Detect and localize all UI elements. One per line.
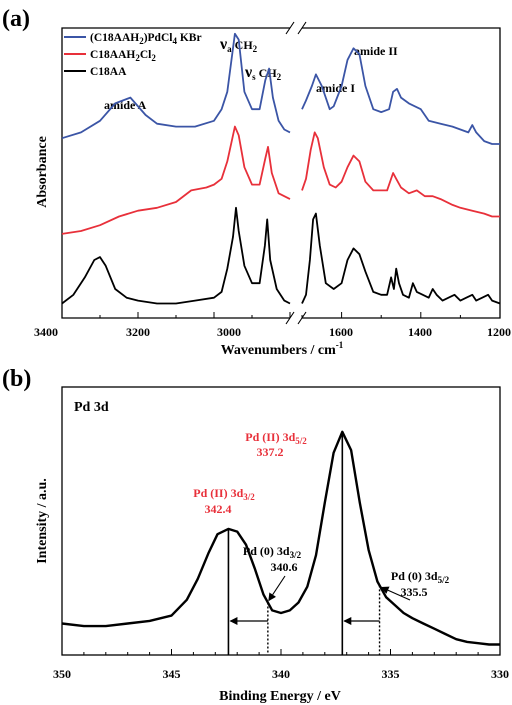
annotation-amide-a: amide A <box>104 98 147 112</box>
series-line-c18aah2cl2-left <box>61 125 291 235</box>
peak-label-pd2-5-2: Pd (II) 3d5/2 <box>245 430 307 446</box>
legend-label-cl2: C18AAH2Cl2 <box>90 49 156 63</box>
annotation-amide-2: amide II <box>354 44 398 58</box>
x-tick-label: 1400 <box>408 325 432 339</box>
series-line-c18aa-right <box>301 212 501 305</box>
series-line-pdcl4-kbr-right <box>301 47 500 145</box>
x-tick-label: 3400 <box>34 325 58 339</box>
peak-label-pd2-3-2: Pd (II) 3d3/2 <box>193 486 255 502</box>
legend-label-pdcl4: (C18AAH2)PdCl4 KBr <box>90 32 202 46</box>
panel-a-y-axis-label: Absorbance <box>35 136 50 208</box>
x-tick-label: 3200 <box>126 325 150 339</box>
peak-value-337-2: 337.2 <box>257 445 284 459</box>
annotation-va-ch2: νa CH2 <box>219 36 258 54</box>
x-tick-label: 340 <box>272 667 290 681</box>
annotation-vs-ch2: νs CH2 <box>244 64 282 82</box>
peak-label-pd0-3-2: Pd (0) 3d3/2 <box>243 544 302 560</box>
series-line-c18aa-left <box>61 206 291 305</box>
panel-b-x-axis-label: Binding Energy / eV <box>219 689 341 704</box>
series-line-pdcl4-kbr-left <box>61 32 291 140</box>
axis-break-marks <box>285 21 307 325</box>
panel-b-inset-title: Pd 3d <box>74 400 109 415</box>
panel-a-label: (a) <box>2 6 30 32</box>
annotation-amide-1: amide I <box>316 81 355 95</box>
legend-label-c18aa: C18AA <box>90 66 127 78</box>
panel-b-markers <box>227 431 411 655</box>
panel-a-series <box>61 32 501 305</box>
x-tick-label: 1600 <box>329 325 353 339</box>
series-line-pd-3d <box>61 430 500 646</box>
panel-b-ticks: 350 345 340 335 330 <box>53 649 509 681</box>
panel-a-ticks <box>61 312 501 318</box>
label-pointer-arrow <box>268 575 286 602</box>
panel-b-label: (b) <box>2 366 31 392</box>
panel-a-x-axis-label: Wavenumbers / cm-1 <box>221 340 344 358</box>
x-tick-label: 350 <box>53 667 71 681</box>
x-tick-label: 345 <box>163 667 181 681</box>
x-tick-label: 330 <box>491 667 509 681</box>
peak-value-340-6: 340.6 <box>271 560 298 574</box>
label-pointer-arrow <box>380 586 411 601</box>
legend: (C18AAH2)PdCl4 KBr C18AAH2Cl2 C18AA <box>64 32 202 78</box>
panel-b-series <box>61 430 500 646</box>
x-tick-label: 1200 <box>487 325 511 339</box>
series-line-c18aah2cl2-right <box>301 131 500 218</box>
x-tick-label: 335 <box>382 667 400 681</box>
panel-b-frame <box>61 386 501 656</box>
x-tick-label: 3000 <box>217 325 241 339</box>
panel-b-y-axis-label: Intensity / a.u. <box>35 478 50 564</box>
peak-value-342-4: 342.4 <box>205 502 232 516</box>
peak-value-335-5: 335.5 <box>401 585 428 599</box>
peak-label-pd0-5-2: Pd (0) 3d5/2 <box>391 569 450 585</box>
